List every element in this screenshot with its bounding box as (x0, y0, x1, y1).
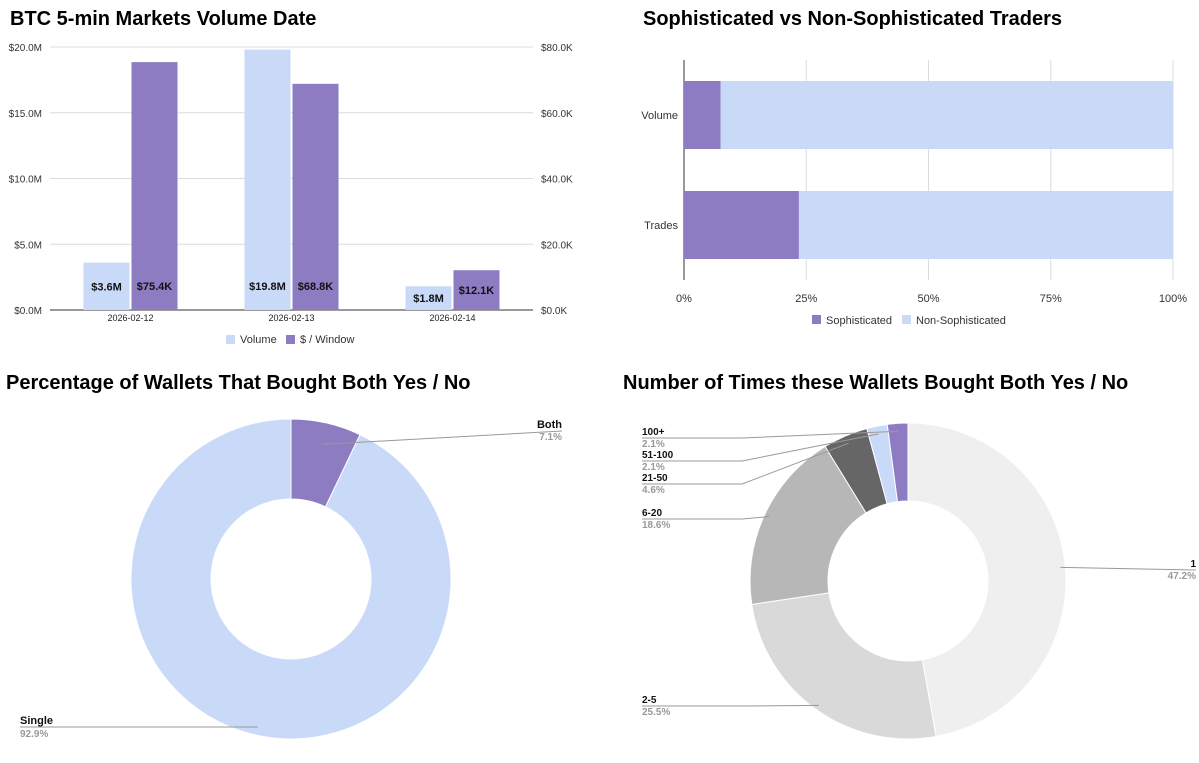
chart-title: BTC 5-min Markets Volume Date (10, 8, 317, 30)
legend-label: Non-Sophisticated (916, 315, 1006, 327)
slice-percent: 18.6% (642, 520, 670, 531)
legend-swatch (902, 315, 911, 324)
bar-volume (244, 49, 291, 310)
donut-slice (886, 422, 909, 503)
slice-label: Single (20, 715, 53, 727)
leader-line (642, 442, 849, 485)
donut-slice (749, 445, 867, 606)
slice-percent: 92.9% (20, 729, 48, 740)
bar-segment-non-sophisticated (798, 191, 1173, 259)
chart-title: Sophisticated vs Non-Sophisticated Trade… (643, 8, 1062, 30)
leader-line (642, 704, 819, 707)
category-label: Trades (644, 220, 678, 232)
data-label: $19.8M (249, 281, 286, 293)
bar-per-window (292, 83, 339, 310)
traders-svg: 0% 25% 50% 75% 100% Volume Trades Sophisticated… (641, 60, 1187, 327)
x-tick-label: 0% (676, 293, 692, 305)
data-label: $68.8K (298, 281, 334, 293)
legend-swatch (812, 315, 821, 324)
category-label: Volume (641, 110, 678, 122)
leader-line (642, 430, 899, 439)
category-label: 2026-02-14 (429, 313, 475, 323)
slice-label: Both (537, 419, 562, 431)
slice-label: 1 (1190, 559, 1196, 570)
left-tick-label: $0.0M (14, 306, 42, 317)
slice-percent: 7.1% (539, 432, 562, 443)
x-tick-label: 100% (1159, 293, 1187, 305)
bar-volume (83, 262, 130, 310)
bar-per-window (131, 62, 178, 311)
slice-label: 51-100 (642, 450, 674, 461)
slice-percent: 25.5% (642, 707, 670, 718)
wallets-both-chart: Percentage of Wallets That Bought Both Y… (0, 370, 600, 763)
slice-label: 100+ (642, 427, 665, 438)
slice-percent: 47.2% (1168, 571, 1196, 582)
right-tick-label: $40.0K (541, 175, 573, 186)
traders-chart: Sophisticated vs Non-Sophisticated Trade… (600, 0, 1199, 370)
slice-label: 6-20 (642, 508, 662, 519)
chart-title: Percentage of Wallets That Bought Both Y… (6, 372, 471, 394)
bar-segment-sophisticated (684, 191, 799, 259)
legend-swatch (226, 335, 235, 344)
slice-label: 21-50 (642, 473, 668, 484)
right-tick-label: $80.0K (541, 43, 573, 54)
donut-slice (751, 592, 937, 740)
data-label: $12.1K (459, 285, 495, 297)
leader-line (1060, 566, 1197, 571)
x-tick-label: 75% (1040, 293, 1062, 305)
data-label: $75.4K (137, 281, 173, 293)
leader-line (642, 433, 879, 462)
left-tick-label: $5.0M (14, 240, 42, 251)
data-label: $1.8M (413, 293, 444, 305)
left-tick-label: $15.0M (9, 109, 42, 120)
x-tick-label: 50% (917, 293, 939, 305)
bar-segment-non-sophisticated (720, 81, 1173, 149)
legend-swatch (286, 335, 295, 344)
volume-date-chart: BTC 5-min Markets Volume Date $0.0M $0.0K… (0, 0, 600, 370)
leader-line (642, 516, 770, 520)
donut-slice (907, 422, 1067, 738)
legend-label: Sophisticated (826, 315, 892, 327)
donut-slice (130, 418, 452, 740)
slice-percent: 2.1% (642, 462, 665, 473)
category-label: 2026-02-12 (107, 313, 153, 323)
right-tick-label: $0.0K (541, 306, 567, 317)
times-bought-chart: Number of Times these Wallets Bought Bot… (600, 370, 1199, 763)
right-tick-label: $60.0K (541, 109, 573, 120)
slice-percent: 4.6% (642, 485, 665, 496)
left-tick-label: $20.0M (9, 43, 42, 54)
left-tick-label: $10.0M (9, 175, 42, 186)
bar-segment-sophisticated (684, 81, 721, 149)
slice-label: 2-5 (642, 695, 657, 706)
bar-per-window (453, 270, 500, 310)
slice-percent: 2.1% (642, 439, 665, 450)
chart-title: Number of Times these Wallets Bought Bot… (623, 372, 1129, 394)
legend-label: $ / Window (300, 334, 354, 346)
x-tick-label: 25% (795, 293, 817, 305)
legend-label: Volume (240, 334, 277, 346)
right-tick-label: $20.0K (541, 240, 573, 251)
leader-line (321, 430, 563, 445)
volume-date-svg: $0.0M $0.0K $5.0M $20.0K $10.0M $40.0K $15.0M $… (9, 43, 573, 346)
category-label: 2026-02-13 (268, 313, 314, 323)
bar-volume (405, 286, 452, 310)
data-label: $3.6M (91, 281, 122, 293)
